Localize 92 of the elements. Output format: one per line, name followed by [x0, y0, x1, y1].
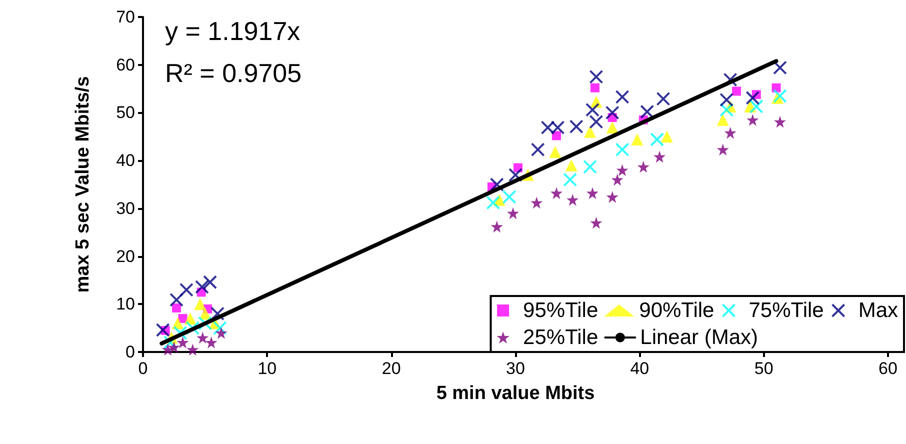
legend-label: 25%Tile: [523, 326, 598, 349]
point: [194, 280, 209, 294]
point: [772, 83, 781, 92]
y-tick-label: 40: [116, 151, 135, 170]
point: [502, 190, 516, 204]
point: [563, 172, 578, 187]
point: [176, 336, 189, 348]
y-tick-label: 10: [116, 294, 135, 314]
point: [583, 160, 597, 174]
y-tick-label: 30: [116, 198, 135, 218]
x-tick-label: 20: [382, 359, 401, 378]
point: [186, 344, 199, 356]
point: [746, 114, 759, 126]
point: [640, 104, 654, 119]
point: [179, 282, 194, 297]
point: [615, 90, 630, 104]
x-tick-label: 10: [258, 359, 277, 378]
point: [156, 322, 170, 337]
point: [590, 216, 602, 229]
x-tick-label: 0: [138, 359, 148, 378]
point: [507, 207, 520, 220]
legend-label: 90%Tile: [639, 299, 714, 322]
point: [637, 160, 650, 173]
point: [490, 220, 503, 233]
y-tick-label: 20: [116, 246, 135, 266]
point: [606, 122, 618, 134]
point: [749, 99, 764, 114]
point: [186, 321, 200, 336]
point: [205, 336, 218, 348]
legend-label: 75%Tile: [748, 299, 824, 322]
y-tick-label: 70: [116, 8, 135, 26]
point: [549, 146, 562, 158]
point: [550, 120, 565, 135]
point: [566, 194, 579, 206]
point: [172, 303, 182, 312]
annotation: y = 1.1917x: [165, 16, 300, 46]
point: [616, 164, 628, 176]
point: [716, 144, 729, 156]
point: [605, 106, 620, 120]
x-tick-label: 40: [630, 359, 650, 378]
point: [215, 326, 228, 339]
point: [162, 344, 174, 356]
point: [584, 126, 596, 138]
x-tick-label: 30: [506, 359, 525, 378]
x-tick-label: 60: [878, 359, 898, 378]
point: [606, 190, 618, 203]
point: [611, 174, 624, 186]
x-tick-label: 50: [754, 359, 774, 378]
legend-label: 95%Tile: [523, 299, 598, 322]
point: [720, 102, 734, 117]
x-axis-title: 5 min value Mbits: [436, 383, 595, 404]
point: [589, 70, 604, 84]
y-axis-title: max 5 sec Value Mbits/s: [72, 76, 94, 293]
point: [569, 120, 584, 134]
legend-label: Max: [858, 299, 898, 322]
point: [530, 196, 543, 209]
point: [210, 306, 224, 321]
y-tick-label: 0: [126, 342, 135, 362]
point: [198, 316, 212, 330]
point: [550, 187, 562, 200]
point: [720, 92, 734, 107]
point: [486, 196, 500, 210]
point: [656, 92, 670, 106]
point: [168, 341, 180, 354]
point: [746, 90, 760, 105]
point: [590, 83, 600, 92]
point: [203, 275, 218, 290]
annotation: R² = 0.9705: [165, 58, 302, 88]
y-tick-label: 50: [116, 103, 135, 122]
point: [196, 332, 209, 344]
point: [586, 187, 598, 200]
point: [732, 86, 742, 96]
point: [508, 168, 522, 182]
point: [565, 159, 578, 172]
point: [631, 134, 644, 146]
point: [170, 292, 184, 307]
point: [772, 60, 787, 75]
y-tick-label: 60: [116, 55, 135, 74]
point: [660, 130, 673, 143]
point: [654, 150, 666, 163]
point: [650, 132, 664, 147]
point: [772, 88, 787, 103]
point: [490, 178, 504, 192]
point: [194, 298, 206, 310]
point: [716, 114, 729, 126]
point: [212, 321, 227, 336]
point: [724, 126, 736, 139]
point: [774, 116, 786, 128]
point: [530, 142, 545, 157]
legend-label: Linear (Max): [640, 326, 758, 349]
point: [615, 142, 630, 157]
point: [540, 120, 555, 135]
